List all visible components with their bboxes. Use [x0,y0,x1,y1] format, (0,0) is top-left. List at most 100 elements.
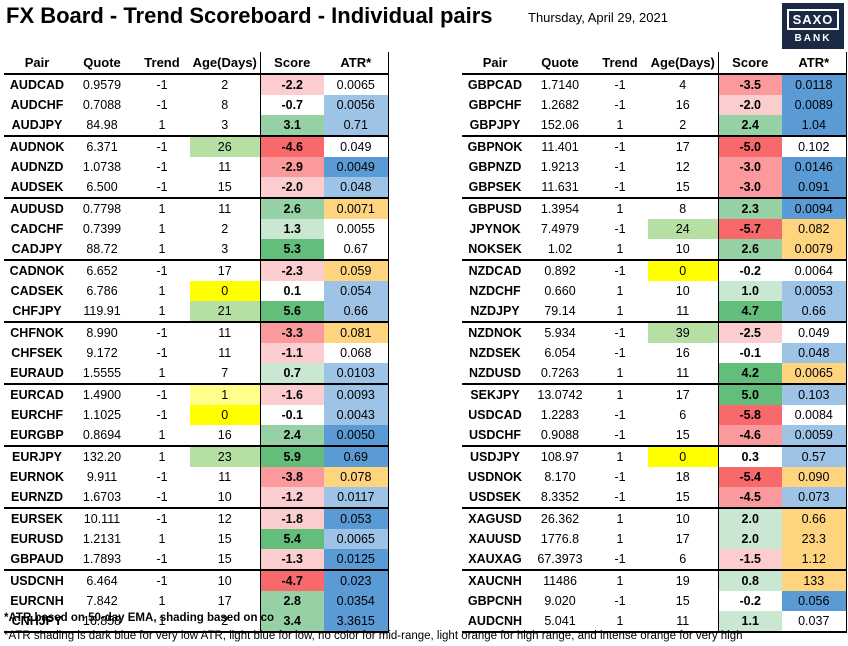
table-row: SEKJPY 13.0742 1 17 5.0 0.103 [462,384,847,405]
table-row: CADSEK 6.786 1 0 0.1 0.054 [4,281,389,301]
age-days-cell: 12 [675,160,690,174]
table-row: AUDNZD 1.0738 -1 11 -2.9 0.0049 [4,157,389,177]
atr-cell: 0.66 [782,508,847,529]
atr-cell: 0.71 [324,115,389,137]
trend-cell: -1 [614,140,626,154]
pair-cell: AUDNZD [10,160,64,174]
pair-cell: XAUUSD [468,532,522,546]
header-row: Pair Quote Trend Age(Days) Score ATR* [462,52,847,75]
table-row: USDCNH 6.464 -1 10 -4.7 0.023 [4,570,389,591]
pair-cell: CADCHF [10,222,64,236]
score-cell: -5.8 [717,405,782,425]
pair-cell: CADNOK [9,264,65,278]
pair-cell: USDCHF [462,425,528,447]
atr-cell: 23.3 [782,529,847,549]
atr-cell: 0.0043 [324,405,389,425]
header-row: Pair Quote Trend Age(Days) Score ATR* [4,52,389,75]
age-days-cell: 16 [675,98,690,112]
score-cell: -2.9 [259,157,324,177]
age-days-cell: 6 [679,408,687,422]
atr-cell: 0.102 [782,136,847,157]
score-cell: 2.0 [717,529,782,549]
trend-cell: -1 [614,594,626,608]
pair-cell: USDJPY [469,450,521,464]
quote-cell: 88.72 [70,239,134,261]
atr-cell: 0.053 [324,508,389,529]
atr-cell: 0.0094 [782,198,847,219]
column-header-score: Score [259,52,324,75]
table-row: EURNOK 9.911 -1 11 -3.8 0.078 [4,467,389,487]
score-cell: -4.6 [259,136,324,157]
table-row: EURSEK 10.111 -1 12 -1.8 0.053 [4,508,389,529]
pair-cell: GBPNZD [468,160,522,174]
score-cell: -0.1 [259,405,324,425]
score-cell: -4.5 [717,487,782,509]
age-days-cell: 2 [190,611,260,633]
column-header-quote: Quote [70,52,134,75]
score-cell: -1.1 [259,343,324,363]
pair-cell: NZDCHF [469,284,521,298]
column-header-pair: Pair [462,52,528,75]
trend-cell: 1 [134,611,190,633]
trend-cell: 1 [616,202,624,216]
score-cell: -2.3 [259,260,324,281]
age-days-cell: 11 [648,611,718,633]
age-days-cell: 15 [675,594,690,608]
table-row: GBPAUD 1.7893 -1 15 -1.3 0.0125 [4,549,389,571]
quote-cell: 1.2131 [82,532,122,546]
score-cell: -2.0 [717,95,782,115]
trend-cell: -1 [156,346,168,360]
age-days-cell: 16 [190,425,260,447]
age-days-cell: 15 [190,177,260,199]
trend-cell: -1 [156,98,168,112]
table-row: CHFNOK 8.990 -1 11 -3.3 0.081 [4,322,389,343]
atr-cell: 0.0354 [324,591,389,611]
pair-cell: EURAUD [4,363,70,385]
pair-cell: CHFSEK [11,346,63,360]
trend-cell: 1 [616,512,624,526]
age-days-cell: 2 [221,222,229,236]
table-row: USDNOK 8.170 -1 18 -5.4 0.090 [462,467,847,487]
age-days-cell: 11 [218,202,232,216]
trend-cell: 1 [616,388,624,402]
pair-cell: GBPSEK [462,177,528,199]
trend-cell: 1 [616,284,624,298]
atr-cell: 0.0065 [324,74,389,95]
pair-cell: GBPUSD [468,202,522,216]
quote-cell: 8.990 [86,326,118,340]
pair-cell: EURNZD [4,487,70,509]
table-row: XAUXAG 67.3973 -1 6 -1.5 1.12 [462,549,847,571]
score-cell: 1.0 [717,281,782,301]
score-cell: -3.0 [717,177,782,199]
quote-cell: 1.02 [528,239,592,261]
trend-cell: 1 [616,450,624,464]
score-cell: -4.6 [717,425,782,447]
table-row: JPYNOK 7.4979 -1 24 -5.7 0.082 [462,219,847,239]
trend-cell: 1 [134,115,190,137]
table-row: CADNOK 6.652 -1 17 -2.3 0.059 [4,260,389,281]
score-cell: 2.8 [259,591,324,611]
score-cell: -3.3 [259,322,324,343]
score-cell: -3.8 [259,467,324,487]
column-header-age-days: Age(Days) [190,52,260,75]
trend-cell: -1 [592,549,648,571]
pair-cell: USDCNH [10,574,64,588]
quote-cell: 1.7893 [70,549,134,571]
quote-cell: 0.9088 [528,425,592,447]
age-days-cell: 17 [217,264,232,278]
score-cell: -1.3 [259,549,324,571]
quote-cell: 6.500 [70,177,134,199]
atr-cell: 0.0055 [324,219,389,239]
quote-cell: 67.3973 [528,549,592,571]
atr-cell: 0.0053 [782,281,847,301]
pair-cell: GBPNOK [467,140,523,154]
column-header-trend: Trend [592,52,648,75]
age-days-cell: 8 [679,202,687,216]
pair-cell: XAUXAG [462,549,528,571]
trend-cell: 1 [592,239,648,261]
pair-cell: JPYNOK [469,222,521,236]
table-row: EURGBP 0.8694 1 16 2.4 0.0050 [4,425,389,447]
atr-cell: 0.0103 [324,363,389,385]
quote-cell: 0.8694 [70,425,134,447]
age-days-cell: 11 [218,160,232,174]
